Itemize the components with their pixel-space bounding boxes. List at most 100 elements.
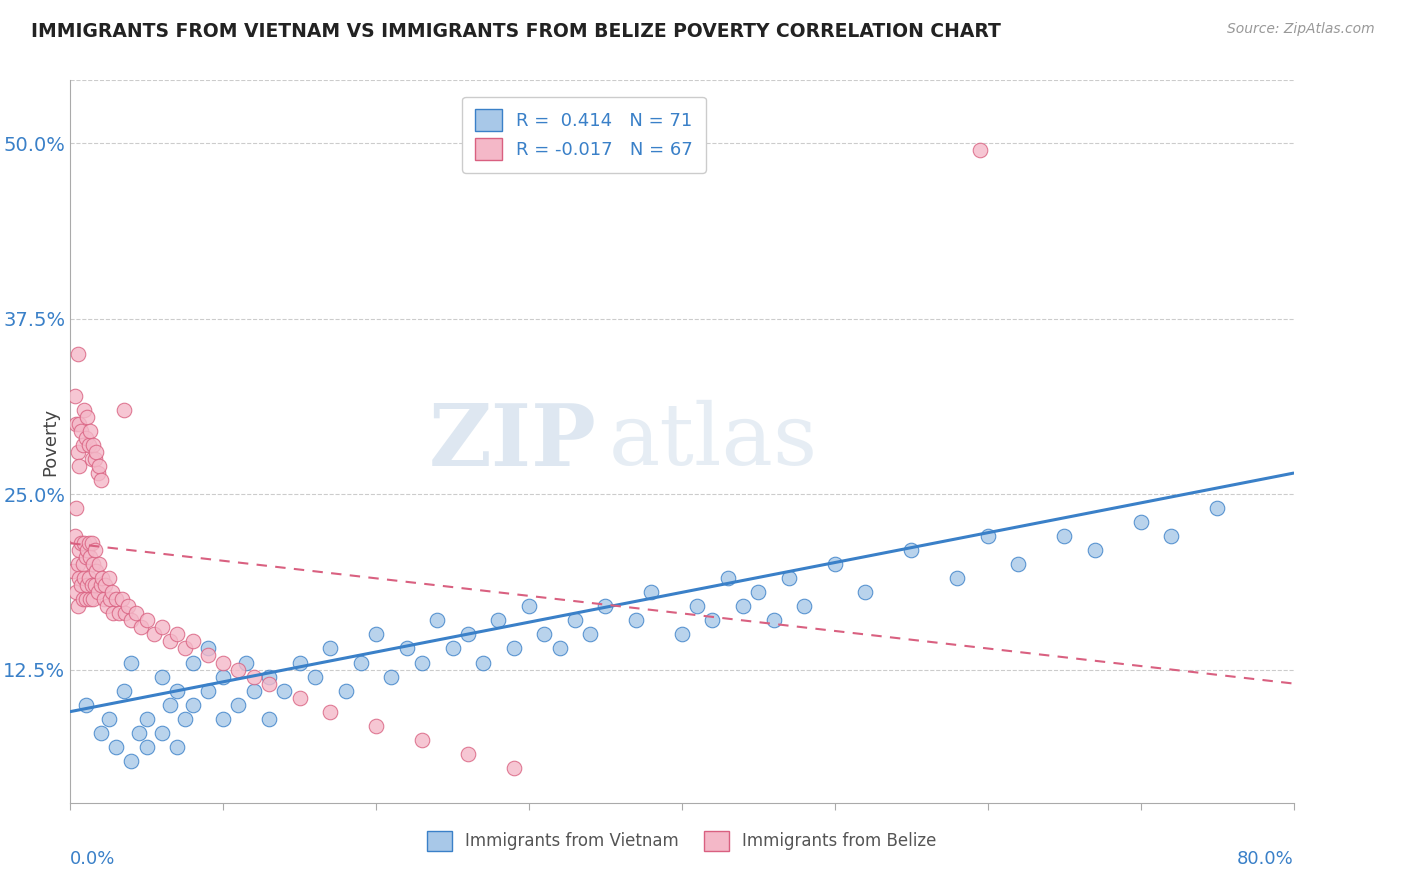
Point	[457, 627, 479, 641]
Point	[472, 656, 495, 670]
Point	[65, 417, 87, 431]
Point	[83, 452, 105, 467]
Point	[686, 599, 709, 614]
Point	[273, 683, 295, 698]
Point	[793, 599, 815, 614]
Legend: Immigrants from Vietnam, Immigrants from Belize: Immigrants from Vietnam, Immigrants from…	[419, 822, 945, 860]
Point	[72, 438, 94, 452]
Point	[702, 614, 724, 628]
Point	[564, 614, 586, 628]
Point	[457, 747, 479, 761]
Point	[235, 656, 257, 670]
Point	[135, 712, 157, 726]
Point	[946, 571, 969, 585]
Point	[174, 712, 197, 726]
Point	[166, 739, 188, 754]
Point	[83, 543, 105, 558]
Point	[441, 641, 464, 656]
Point	[166, 683, 188, 698]
Point	[83, 578, 105, 592]
Point	[62, 564, 84, 578]
Point	[976, 529, 998, 543]
Point	[90, 578, 112, 592]
Point	[969, 144, 991, 158]
Point	[66, 599, 89, 614]
Point	[243, 683, 266, 698]
Point	[79, 550, 101, 565]
Point	[143, 627, 166, 641]
Point	[70, 578, 93, 592]
Point	[112, 403, 135, 417]
Point	[80, 452, 103, 467]
Point	[125, 607, 148, 621]
Point	[366, 627, 388, 641]
Y-axis label: Poverty: Poverty	[41, 408, 59, 475]
Point	[75, 592, 97, 607]
Point	[395, 641, 418, 656]
Point	[100, 585, 122, 599]
Point	[105, 592, 128, 607]
Point	[855, 585, 877, 599]
Point	[75, 698, 97, 712]
Point	[197, 641, 219, 656]
Point	[228, 663, 250, 677]
Point	[533, 627, 555, 641]
Point	[181, 698, 204, 712]
Point	[84, 445, 107, 459]
Point	[108, 607, 131, 621]
Point	[181, 634, 204, 648]
Point	[1053, 529, 1076, 543]
Point	[380, 669, 402, 683]
Point	[212, 656, 235, 670]
Point	[112, 683, 135, 698]
Point	[69, 543, 91, 558]
Point	[640, 585, 662, 599]
Point	[72, 592, 94, 607]
Point	[80, 536, 103, 550]
Point	[82, 558, 104, 572]
Point	[97, 571, 120, 585]
Point	[98, 592, 121, 607]
Point	[243, 669, 266, 683]
Text: 0.0%: 0.0%	[70, 850, 115, 868]
Point	[166, 627, 188, 641]
Point	[319, 705, 342, 719]
Point	[76, 409, 98, 424]
Point	[72, 558, 94, 572]
Text: Source: ZipAtlas.com: Source: ZipAtlas.com	[1227, 22, 1375, 37]
Point	[97, 712, 120, 726]
Point	[76, 578, 98, 592]
Point	[488, 614, 510, 628]
Point	[69, 571, 91, 585]
Point	[66, 347, 89, 361]
Point	[150, 669, 173, 683]
Point	[65, 501, 87, 516]
Point	[79, 592, 101, 607]
Point	[212, 669, 235, 683]
Point	[824, 558, 846, 572]
Point	[335, 683, 357, 698]
Point	[595, 599, 617, 614]
Point	[624, 614, 647, 628]
Point	[82, 592, 104, 607]
Point	[77, 536, 100, 550]
Point	[502, 761, 524, 775]
Point	[257, 712, 280, 726]
Point	[63, 529, 86, 543]
Point	[411, 732, 433, 747]
Point	[129, 620, 152, 634]
Point	[114, 607, 136, 621]
Point	[159, 634, 181, 648]
Point	[197, 683, 219, 698]
Point	[257, 669, 280, 683]
Point	[94, 578, 117, 592]
Point	[288, 656, 311, 670]
Point	[135, 614, 157, 628]
Point	[70, 536, 93, 550]
Point	[121, 614, 143, 628]
Point	[228, 698, 250, 712]
Point	[90, 473, 112, 487]
Point	[87, 585, 110, 599]
Point	[733, 599, 755, 614]
Point	[174, 641, 197, 656]
